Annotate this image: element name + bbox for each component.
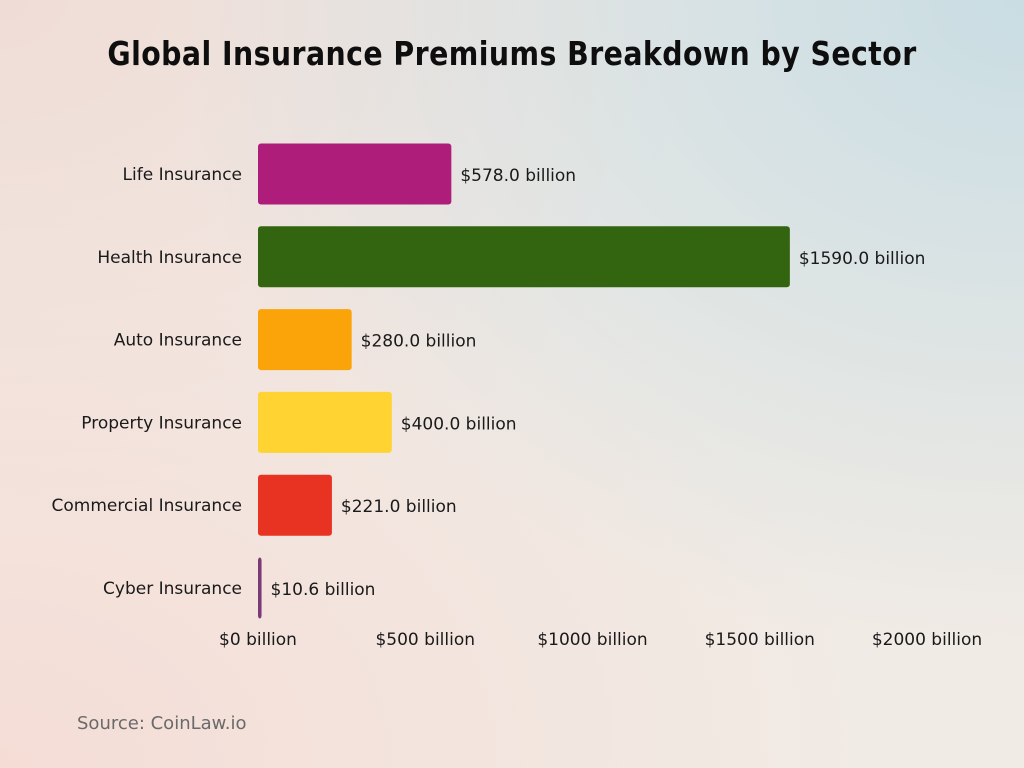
bar bbox=[258, 391, 392, 453]
x-tick-label: $0 billion bbox=[219, 630, 297, 650]
category-label: Cyber Insurance bbox=[103, 579, 242, 599]
category-label: Life Insurance bbox=[123, 165, 242, 185]
x-tick-label: $1000 billion bbox=[537, 630, 647, 650]
category-label: Auto Insurance bbox=[114, 331, 242, 351]
data-label: $280.0 billion bbox=[361, 332, 477, 352]
chart-title: Global Insurance Premiums Breakdown by S… bbox=[107, 34, 917, 73]
bar bbox=[258, 309, 352, 371]
data-label: $10.6 billion bbox=[271, 580, 376, 600]
data-label: $400.0 billion bbox=[401, 414, 517, 434]
bar bbox=[258, 557, 262, 619]
bar bbox=[258, 226, 790, 288]
x-tick-label: $500 billion bbox=[375, 630, 475, 650]
x-tick-label: $2000 billion bbox=[872, 630, 982, 650]
bar bbox=[258, 474, 332, 536]
data-label: $221.0 billion bbox=[341, 497, 457, 517]
category-label: Health Insurance bbox=[97, 248, 242, 268]
data-label: $1590.0 billion bbox=[799, 249, 926, 269]
category-label: Property Insurance bbox=[81, 413, 242, 433]
bar bbox=[258, 143, 452, 205]
data-label: $578.0 billion bbox=[460, 166, 576, 186]
x-tick-label: $1500 billion bbox=[705, 630, 815, 650]
category-label: Commercial Insurance bbox=[52, 496, 243, 516]
source-note: Source: CoinLaw.io bbox=[77, 713, 247, 734]
